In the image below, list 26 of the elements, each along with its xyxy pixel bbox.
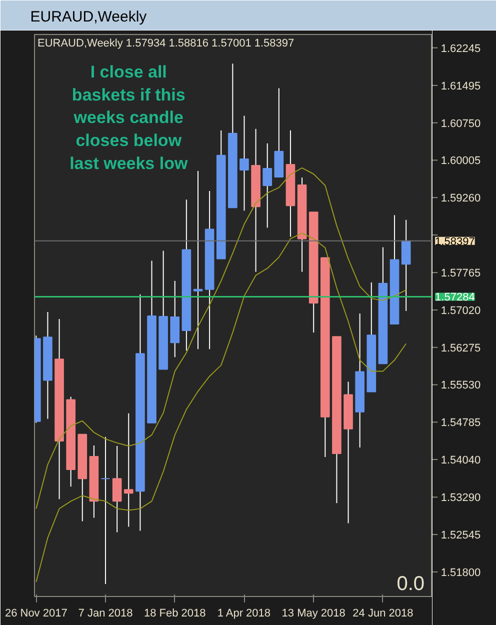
y-tick-label: 1.60005 bbox=[440, 155, 481, 168]
y-tick-label: 1.53290 bbox=[440, 492, 481, 504]
x-tick-label: 18 Feb 2018 bbox=[144, 608, 206, 620]
y-tick-label: 1.56275 bbox=[440, 342, 481, 354]
x-tick-label: 7 Jan 2018 bbox=[78, 608, 133, 620]
annotation: 0.0 bbox=[396, 572, 425, 595]
ref-line-label: 1.58397 bbox=[435, 236, 475, 248]
x-tick-label: 13 May 2018 bbox=[282, 608, 346, 620]
y-tick-label: 1.62245 bbox=[440, 42, 481, 55]
y-tick-label: 1.55530 bbox=[440, 380, 481, 392]
y-tick-label: 1.60750 bbox=[440, 118, 481, 130]
x-tick-label: 24 Jun 2018 bbox=[352, 608, 414, 620]
chart-title: EURAUD,Weekly bbox=[30, 8, 148, 26]
y-tick-label: 1.51800 bbox=[440, 566, 481, 579]
x-tick-label: 1 Apr 2018 bbox=[217, 608, 271, 620]
y-tick-label: 1.57765 bbox=[440, 268, 481, 280]
y-tick-label: 1.54040 bbox=[440, 454, 481, 467]
chart-subtitle: EURAUD,Weekly 1.57934 1.58816 1.57001 1.58397 bbox=[38, 38, 294, 50]
x-tick-label: 26 Nov 2017 bbox=[4, 608, 68, 620]
y-tick-label: 1.57020 bbox=[440, 304, 481, 317]
y-tick-label: 1.61495 bbox=[440, 80, 481, 92]
y-tick-label: 1.54785 bbox=[440, 417, 481, 430]
ref-line-label: 1.57284 bbox=[435, 292, 475, 304]
annotation: I close all baskets if this weeks candle closes below last weeks low bbox=[70, 62, 188, 173]
y-tick-label: 1.59260 bbox=[440, 192, 481, 205]
y-tick-label: 1.52545 bbox=[440, 530, 481, 542]
